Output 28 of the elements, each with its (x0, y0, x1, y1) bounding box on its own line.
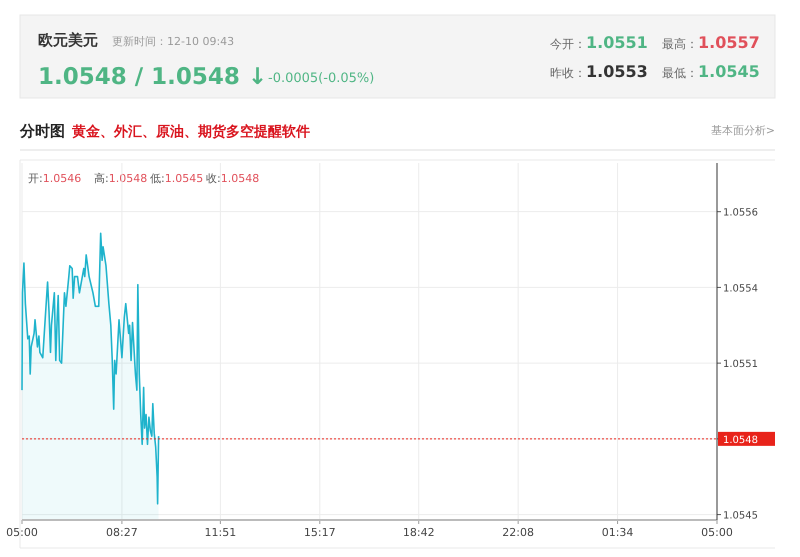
x-tick-label: 11:51 (204, 526, 236, 539)
annotation: 基本面分析> (710, 124, 775, 137)
annotation: 1.0548 / 1.0548 ↓ (38, 64, 268, 90)
y-tick-label: 1.0551 (723, 359, 758, 370)
annotation: 最低：1.0545 (662, 62, 760, 81)
y-tick-label: 1.0556 (723, 208, 758, 219)
annotation: 收:1.0548 (206, 172, 260, 185)
annotation: 高:1.0548 (94, 172, 148, 185)
x-tick-label: 05:00 (701, 526, 733, 539)
annotation: -0.0005(-0.05%) (268, 71, 374, 86)
annotation: 今开：1.0551 (550, 33, 648, 52)
x-tick-label: 15:17 (304, 526, 336, 539)
annotation: 欧元美元 (38, 31, 98, 49)
x-tick-label: 01:34 (602, 526, 634, 539)
annotation: 开:1.0546 (28, 172, 82, 185)
subtitle: 黄金、外汇、原油、期货多空提醒软件 (72, 124, 310, 140)
annotation: 低:1.0545 (150, 172, 204, 185)
annotation: 更新时间：12-10 09:43 (112, 35, 234, 48)
title: 分时图 (20, 122, 65, 140)
x-tick-label: 05:00 (6, 526, 38, 539)
x-tick-label: 22:08 (502, 526, 534, 539)
ref-line-label: 1.0548 (723, 434, 758, 446)
x-tick-label: 18:42 (402, 526, 435, 539)
annotation: 昨收：1.0553 (550, 62, 648, 81)
annotation: 最高：1.0557 (662, 33, 760, 52)
x-tick-label: 08:27 (106, 526, 138, 539)
y-tick-label: 1.0545 (723, 510, 758, 522)
y-tick-label: 1.0554 (723, 283, 758, 294)
